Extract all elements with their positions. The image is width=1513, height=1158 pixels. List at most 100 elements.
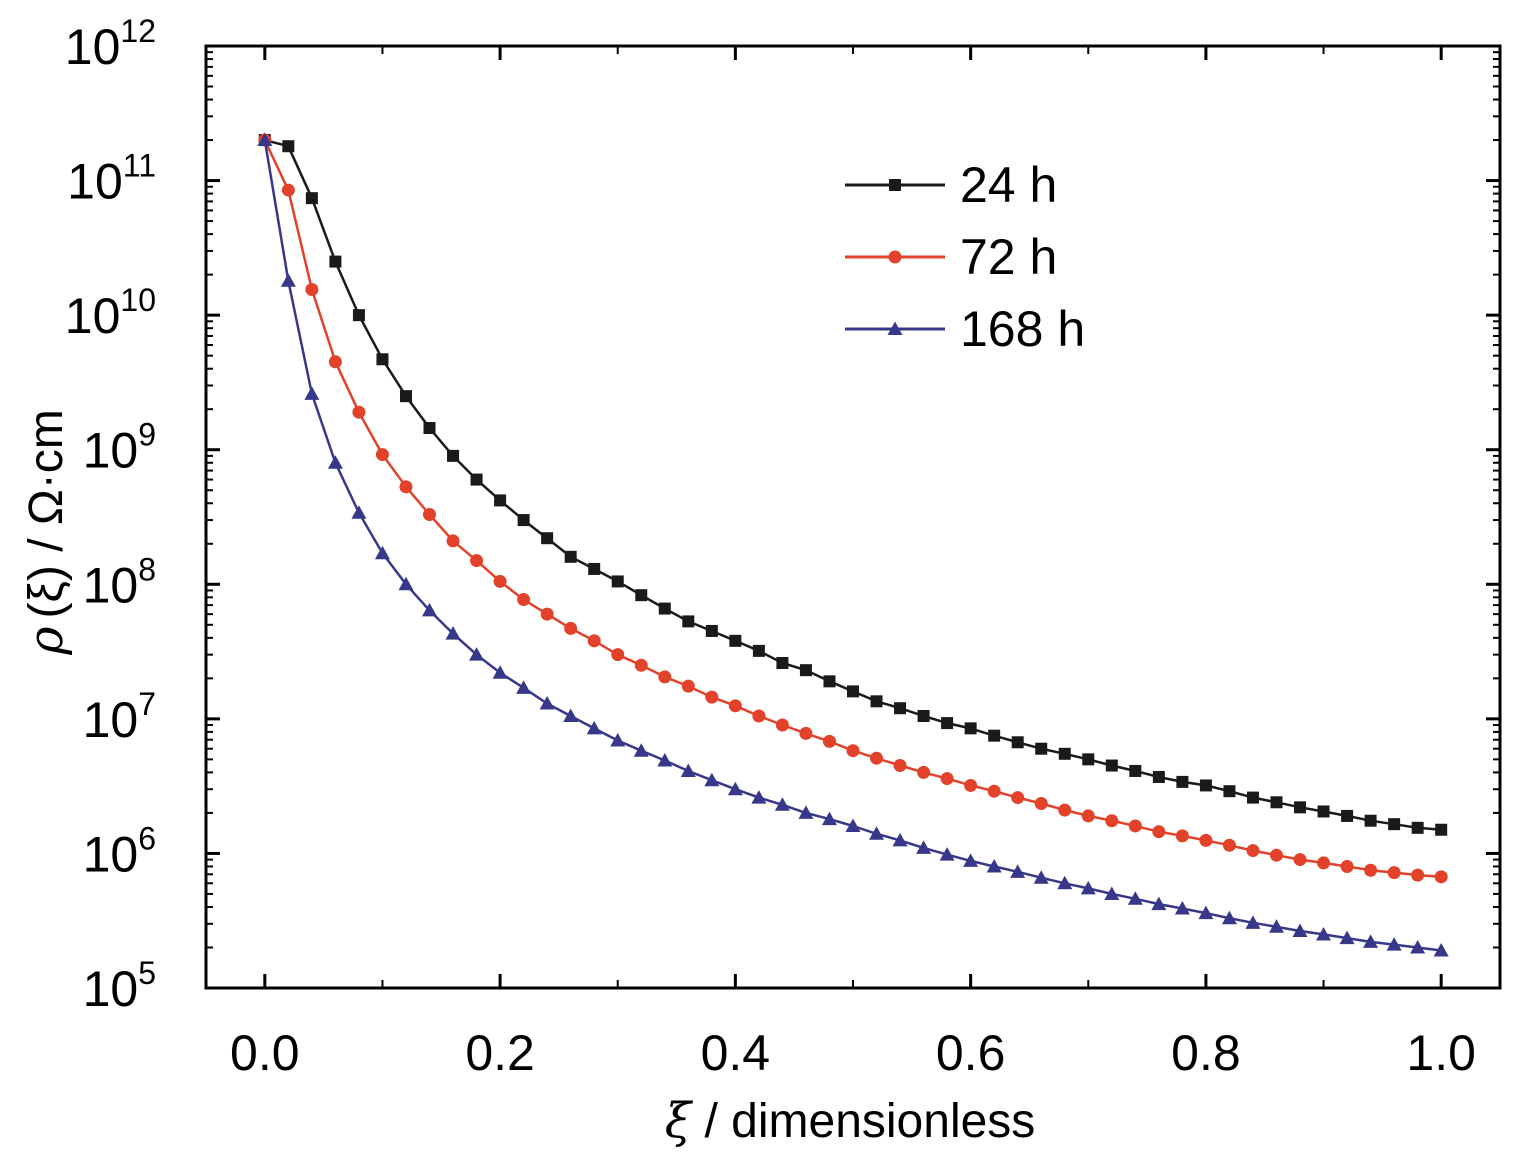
y-tick-base: 10 bbox=[83, 961, 139, 1017]
data-point bbox=[376, 353, 389, 366]
data-point bbox=[327, 455, 343, 469]
data-point bbox=[893, 759, 907, 773]
data-point bbox=[916, 840, 932, 854]
legend-label: 72 h bbox=[960, 229, 1057, 285]
data-point bbox=[374, 545, 390, 560]
data-point bbox=[752, 644, 765, 657]
data-point bbox=[869, 826, 885, 840]
data-point bbox=[752, 709, 766, 723]
x-axis-symbol: ξ bbox=[665, 1093, 694, 1149]
data-point bbox=[847, 685, 859, 698]
data-point bbox=[821, 811, 837, 826]
data-point bbox=[305, 192, 318, 205]
data-point bbox=[870, 695, 883, 708]
data-point bbox=[680, 763, 696, 777]
data-point bbox=[963, 853, 979, 867]
data-point bbox=[870, 751, 884, 765]
data-point bbox=[1199, 833, 1213, 847]
data-point bbox=[1105, 814, 1119, 828]
data-point bbox=[1434, 870, 1448, 884]
legend-label: 168 h bbox=[960, 301, 1085, 357]
data-point bbox=[1033, 870, 1049, 884]
data-point bbox=[1245, 915, 1261, 929]
data-point bbox=[1057, 875, 1073, 890]
data-point bbox=[1386, 937, 1402, 951]
data-point bbox=[304, 386, 320, 400]
data-point bbox=[939, 847, 955, 861]
x-tick-label: 0.0 bbox=[230, 1025, 300, 1081]
y-tick-exponent: 8 bbox=[138, 551, 156, 587]
x-axis-title: ξ / dimensionless bbox=[665, 1093, 1036, 1149]
y-tick-base: 10 bbox=[67, 154, 123, 210]
x-tick-label: 1.0 bbox=[1406, 1025, 1476, 1081]
y-tick-base: 10 bbox=[83, 826, 139, 882]
data-point bbox=[280, 273, 296, 287]
data-point bbox=[917, 765, 931, 779]
data-point bbox=[351, 505, 367, 519]
y-tick-label: 1011 bbox=[67, 148, 156, 210]
data-point bbox=[539, 696, 555, 710]
y-tick-label: 106 bbox=[83, 820, 156, 882]
data-point bbox=[1364, 814, 1377, 827]
x-tick-label: 0.6 bbox=[936, 1025, 1006, 1081]
data-point bbox=[1317, 856, 1331, 870]
y-tick-label: 105 bbox=[83, 955, 156, 1017]
data-point bbox=[1011, 791, 1025, 805]
data-point bbox=[517, 593, 531, 607]
data-point bbox=[563, 708, 579, 723]
data-point bbox=[1174, 900, 1190, 915]
data-point bbox=[375, 448, 389, 462]
data-point bbox=[281, 183, 295, 197]
data-point bbox=[751, 790, 767, 804]
series-168-h bbox=[257, 132, 1449, 957]
data-point bbox=[729, 634, 742, 647]
plot-frame bbox=[204, 44, 1502, 990]
x-tick-label: 0.4 bbox=[701, 1025, 771, 1081]
data-point bbox=[329, 255, 342, 268]
data-point bbox=[610, 733, 626, 747]
data-point bbox=[564, 621, 578, 635]
data-point bbox=[1246, 844, 1260, 858]
data-point bbox=[1435, 823, 1448, 836]
x-axis-text: / dimensionless bbox=[691, 1095, 1035, 1148]
data-point bbox=[516, 680, 532, 694]
y-tick-exponent: 12 bbox=[120, 13, 156, 49]
data-point bbox=[422, 602, 438, 617]
y-tick-exponent: 11 bbox=[123, 148, 156, 184]
data-point bbox=[1221, 910, 1237, 925]
data-point bbox=[1269, 848, 1283, 862]
data-point bbox=[727, 781, 743, 796]
data-point bbox=[587, 634, 601, 648]
data-point bbox=[1081, 809, 1095, 823]
data-point bbox=[1340, 859, 1354, 873]
data-point bbox=[1270, 796, 1283, 809]
data-point bbox=[681, 679, 695, 693]
y-tick-exponent: 9 bbox=[138, 417, 156, 453]
data-point bbox=[657, 753, 673, 767]
data-point bbox=[399, 390, 412, 403]
data-point bbox=[1268, 919, 1284, 933]
data-point bbox=[541, 532, 554, 545]
y-axis-title: ρ (ξ) / Ω·cm bbox=[18, 409, 74, 656]
data-point bbox=[517, 514, 530, 527]
data-point bbox=[892, 832, 908, 847]
data-point bbox=[564, 550, 577, 563]
data-point bbox=[705, 624, 718, 637]
data-point bbox=[1199, 779, 1212, 792]
y-tick-base: 10 bbox=[83, 557, 139, 613]
data-point bbox=[445, 626, 461, 640]
y-axis-unit: / Ω·cm bbox=[20, 409, 73, 565]
data-point bbox=[1339, 930, 1355, 945]
data-point bbox=[1387, 866, 1401, 880]
data-point bbox=[1175, 829, 1189, 843]
data-point bbox=[1152, 825, 1166, 839]
data-point bbox=[1292, 923, 1308, 938]
data-point bbox=[1152, 770, 1165, 783]
data-point bbox=[1151, 896, 1167, 911]
data-point bbox=[798, 805, 814, 819]
data-point bbox=[494, 494, 507, 507]
data-point bbox=[1129, 764, 1142, 777]
data-point bbox=[1411, 821, 1424, 834]
data-point bbox=[1082, 753, 1095, 766]
